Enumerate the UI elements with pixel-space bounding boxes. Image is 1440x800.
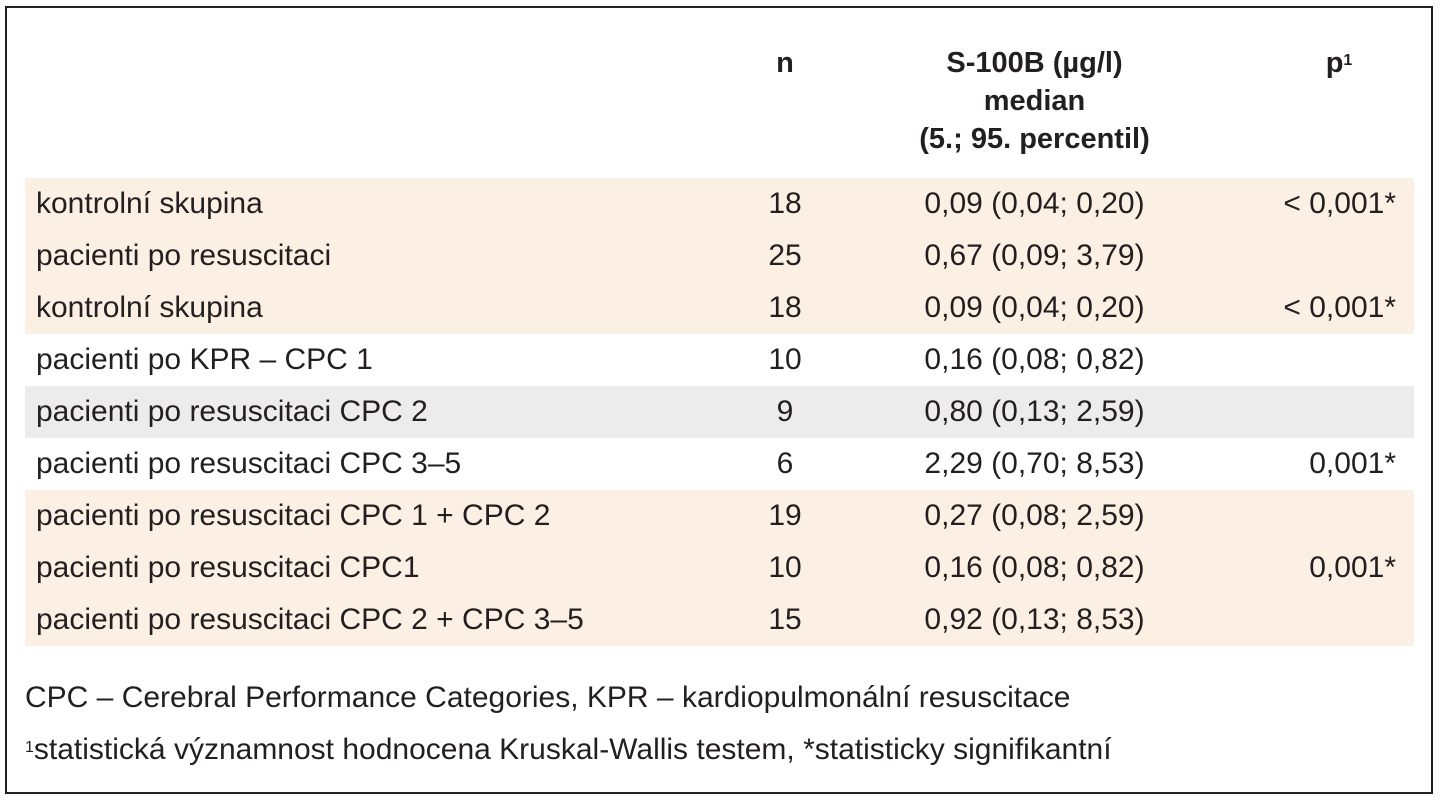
table-header: n S-100B (µg/l) median (5.; 95. percenti… (25, 24, 1414, 178)
row-label: pacienti po resuscitaci CPC 2 (36, 395, 428, 428)
table-row: kontrolní skupina 18 0,09 (0,04; 0,20) <… (25, 282, 1414, 334)
row-label: pacienti po KPR – CPC 1 (36, 343, 373, 376)
row-value: 2,29 (0,70; 8,53) (924, 447, 1145, 480)
table-row: pacienti po KPR – CPC 1 10 0,16 (0,08; 0… (25, 334, 1414, 386)
table-row: pacienti po resuscitaci CPC 2 + CPC 3–5 … (25, 594, 1414, 646)
data-table: n S-100B (µg/l) median (5.; 95. percenti… (25, 24, 1414, 646)
header-s100b: S-100B (µg/l) median (5.; 95. percentil) (827, 24, 1242, 158)
footnote-statistics: 1statistická významnost hodnocena Kruska… (25, 724, 1414, 776)
row-label: kontrolní skupina (36, 291, 263, 324)
row-label: pacienti po resuscitaci CPC 2 + CPC 3–5 (36, 603, 584, 636)
table-row: pacienti po resuscitaci CPC 1 + CPC 2 19… (25, 490, 1414, 542)
footnote-statistics-sup: 1 (25, 739, 34, 756)
footnote-statistics-text: statistická významnost hodnocena Kruskal… (33, 733, 1112, 766)
header-n: n (776, 47, 794, 79)
table-row: pacienti po resuscitaci CPC1 10 0,16 (0,… (25, 542, 1414, 594)
table-row: kontrolní skupina 18 0,09 (0,04; 0,20) <… (25, 178, 1414, 230)
header-s100b-line1: S-100B (µg/l) (946, 47, 1123, 79)
row-label: pacienti po resuscitaci CPC1 (36, 551, 420, 584)
row-n: 25 (768, 239, 802, 272)
table-footnotes: CPC – Cerebral Performance Categories, K… (25, 672, 1414, 776)
row-n: 10 (768, 343, 802, 376)
table-row: pacienti po resuscitaci 25 0,67 (0,09; 3… (25, 230, 1414, 282)
row-value: 0,16 (0,08; 0,82) (924, 343, 1145, 376)
header-s100b-line3: (5.; 95. percentil) (919, 123, 1150, 155)
row-label: pacienti po resuscitaci (36, 239, 332, 272)
header-p: p1 (1242, 24, 1414, 82)
row-p: < 0,001* (1283, 187, 1396, 220)
row-n: 15 (768, 603, 802, 636)
row-n: 19 (768, 499, 802, 532)
row-label: pacienti po resuscitaci CPC 3–5 (36, 447, 462, 480)
row-n: 9 (776, 395, 794, 428)
row-n: 18 (768, 187, 802, 220)
row-n: 10 (768, 551, 802, 584)
header-s100b-line2: median (983, 85, 1086, 117)
row-value: 0,67 (0,09; 3,79) (924, 239, 1145, 272)
row-value: 0,09 (0,04; 0,20) (924, 291, 1145, 324)
row-p: 0,001* (1309, 551, 1396, 584)
row-label: pacienti po resuscitaci CPC 1 + CPC 2 (36, 499, 551, 532)
row-value: 0,27 (0,08; 2,59) (924, 499, 1145, 532)
row-n: 18 (768, 291, 802, 324)
row-value: 0,16 (0,08; 0,82) (924, 551, 1145, 584)
footnote-abbreviations: CPC – Cerebral Performance Categories, K… (25, 681, 1071, 714)
row-value: 0,92 (0,13; 8,53) (924, 603, 1145, 636)
header-p-sup: 1 (1343, 52, 1353, 69)
table-row: pacienti po resuscitaci CPC 2 9 0,80 (0,… (25, 386, 1414, 438)
row-n: 6 (776, 447, 794, 480)
row-value: 0,09 (0,04; 0,20) (924, 187, 1145, 220)
table-row: pacienti po resuscitaci CPC 3–5 6 2,29 (… (25, 438, 1414, 490)
row-label: kontrolní skupina (36, 187, 263, 220)
table-frame (5, 6, 1433, 794)
header-p-label: p (1325, 47, 1344, 79)
row-p: 0,001* (1309, 447, 1396, 480)
row-p: < 0,001* (1283, 291, 1396, 324)
row-value: 0,80 (0,13; 2,59) (924, 395, 1145, 428)
